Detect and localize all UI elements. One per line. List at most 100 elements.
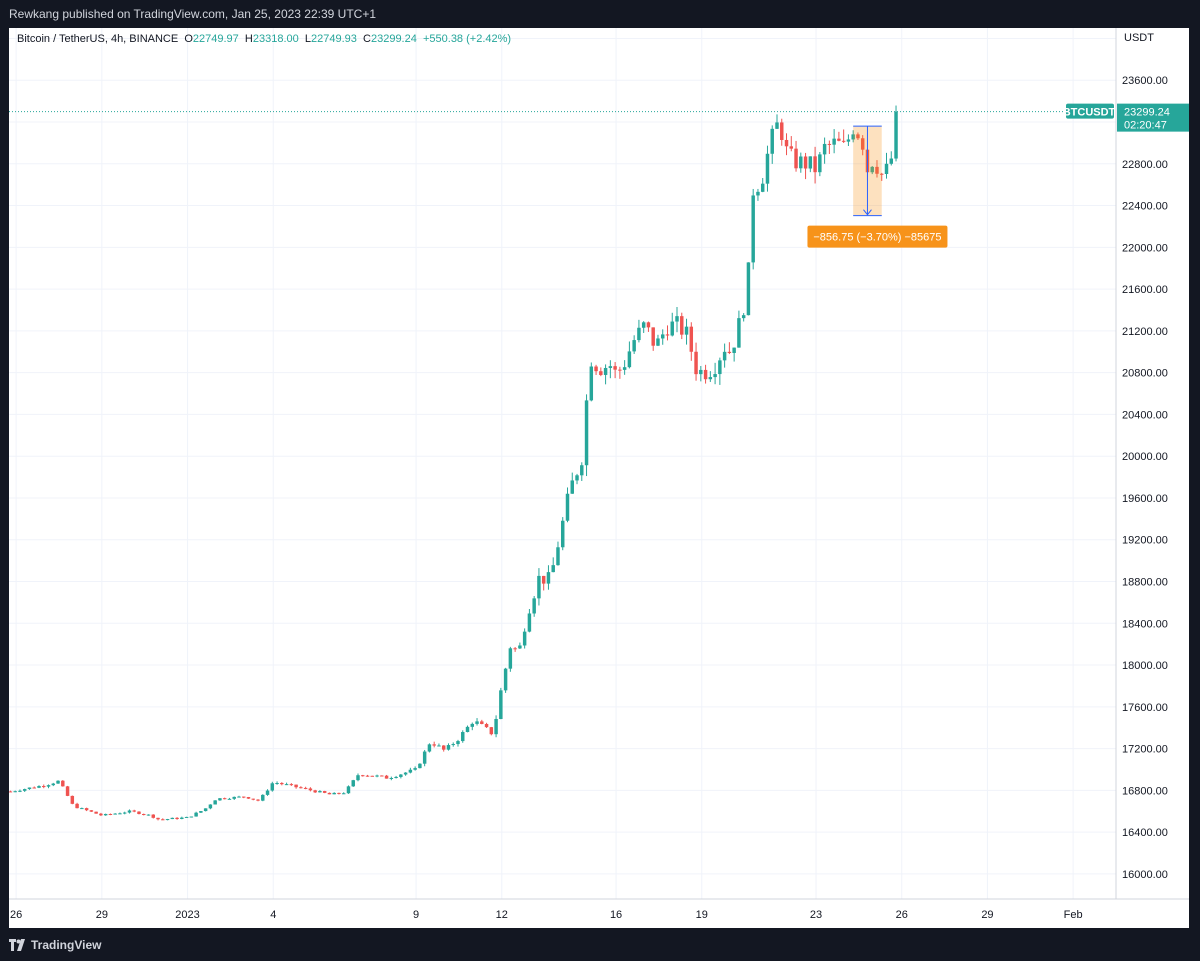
candle-up[interactable]	[165, 819, 170, 821]
candle-down[interactable]	[242, 796, 246, 798]
candle-up[interactable]	[675, 316, 679, 322]
candle-up[interactable]	[437, 745, 441, 747]
candle-up[interactable]	[822, 143, 827, 155]
candle-up[interactable]	[418, 763, 422, 769]
candle-down[interactable]	[65, 786, 70, 796]
candle-up[interactable]	[808, 156, 813, 169]
candle-up[interactable]	[194, 812, 198, 817]
candle-down[interactable]	[84, 808, 89, 811]
candle-up[interactable]	[603, 367, 608, 375]
candle-down[interactable]	[70, 795, 75, 804]
candle-up[interactable]	[451, 744, 455, 746]
candle-up[interactable]	[284, 784, 289, 786]
candle-up[interactable]	[832, 138, 836, 145]
candle-up[interactable]	[565, 493, 570, 521]
candle-down[interactable]	[784, 139, 789, 147]
candle-up[interactable]	[660, 334, 665, 339]
candle-up[interactable]	[499, 690, 503, 719]
candle-up[interactable]	[46, 785, 51, 787]
candle-down[interactable]	[280, 782, 284, 785]
candle-up[interactable]	[570, 480, 574, 494]
candle-up[interactable]	[889, 158, 893, 164]
candle-up[interactable]	[113, 813, 117, 815]
candle-down[interactable]	[294, 784, 298, 788]
candle-down[interactable]	[256, 799, 260, 801]
candle-up[interactable]	[741, 315, 746, 319]
candle-up[interactable]	[408, 769, 413, 773]
candle-up[interactable]	[608, 366, 613, 368]
candle-down[interactable]	[289, 784, 294, 786]
candle-up[interactable]	[575, 475, 579, 481]
candle-down[interactable]	[337, 792, 341, 794]
candle-up[interactable]	[637, 327, 641, 341]
candle-up[interactable]	[403, 772, 408, 775]
candle-up[interactable]	[18, 790, 22, 792]
candle-up[interactable]	[346, 786, 351, 794]
candle-up[interactable]	[846, 139, 851, 142]
candle-up[interactable]	[146, 814, 151, 816]
candle-down[interactable]	[327, 792, 332, 795]
candle-up[interactable]	[518, 645, 522, 649]
candle-up[interactable]	[103, 813, 108, 816]
candle-down[interactable]	[75, 803, 79, 809]
candle-down[interactable]	[380, 775, 384, 777]
candle-down[interactable]	[703, 369, 708, 380]
candle-up[interactable]	[527, 613, 532, 632]
candle-down[interactable]	[8, 791, 13, 793]
candle-up[interactable]	[170, 817, 175, 820]
candle-down[interactable]	[880, 173, 884, 175]
candle-down[interactable]	[827, 143, 832, 145]
candle-up[interactable]	[699, 369, 703, 375]
candle-up[interactable]	[556, 547, 560, 566]
candle-up[interactable]	[713, 374, 717, 378]
candle-up[interactable]	[684, 326, 689, 335]
candle-up[interactable]	[765, 153, 770, 184]
candle-down[interactable]	[780, 122, 784, 140]
candle-down[interactable]	[175, 817, 179, 819]
price-axis[interactable]	[1116, 28, 1189, 928]
candle-up[interactable]	[589, 366, 594, 401]
candle-down[interactable]	[161, 819, 165, 821]
candle-up[interactable]	[708, 377, 713, 380]
candle-up[interactable]	[656, 338, 660, 346]
candle-down[interactable]	[489, 727, 494, 735]
candlestick-chart[interactable]: −856.75 (−3.70%) −85675 16000.00 16400.00 1…	[8, 28, 1189, 928]
candle-up[interactable]	[722, 351, 727, 361]
candle-up[interactable]	[470, 723, 475, 727]
candle-down[interactable]	[313, 790, 317, 793]
candle-up[interactable]	[508, 648, 513, 669]
candle-up[interactable]	[122, 812, 127, 814]
candle-down[interactable]	[541, 575, 546, 584]
candle-up[interactable]	[218, 798, 222, 801]
candle-down[interactable]	[61, 780, 65, 787]
candle-up[interactable]	[318, 791, 322, 793]
candle-up[interactable]	[127, 810, 132, 813]
candle-up[interactable]	[118, 813, 122, 815]
candle-down[interactable]	[860, 138, 865, 150]
candle-up[interactable]	[427, 744, 432, 752]
candle-down[interactable]	[841, 140, 846, 142]
candle-up[interactable]	[760, 183, 765, 192]
candle-up[interactable]	[632, 340, 636, 352]
candle-up[interactable]	[208, 804, 213, 809]
candle-down[interactable]	[837, 138, 841, 141]
candle-up[interactable]	[199, 811, 203, 813]
candle-up[interactable]	[818, 154, 822, 173]
candle-down[interactable]	[680, 316, 684, 335]
candle-up[interactable]	[341, 793, 346, 795]
candle-up[interactable]	[641, 322, 646, 328]
candle-down[interactable]	[599, 371, 603, 375]
candle-down[interactable]	[803, 156, 808, 169]
candle-up[interactable]	[413, 768, 417, 770]
candle-down[interactable]	[789, 146, 794, 149]
candle-down[interactable]	[856, 134, 860, 139]
candle-up[interactable]	[332, 792, 336, 795]
candle-down[interactable]	[32, 787, 36, 789]
candle-down[interactable]	[222, 798, 227, 800]
candle-up[interactable]	[375, 775, 379, 777]
candle-down[interactable]	[484, 723, 489, 728]
candle-up[interactable]	[270, 783, 275, 791]
candle-up[interactable]	[465, 726, 470, 733]
candle-up[interactable]	[551, 565, 555, 573]
candle-up[interactable]	[894, 111, 898, 159]
